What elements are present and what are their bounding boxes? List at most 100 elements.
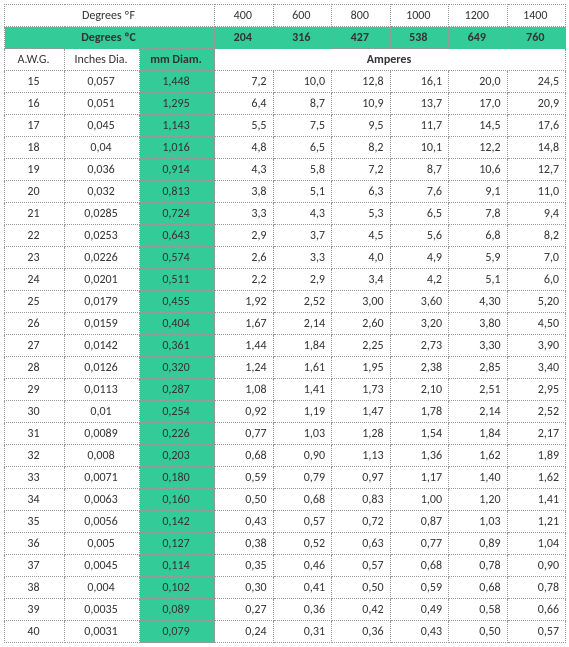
ampere-value: 8,2 — [332, 137, 391, 159]
ampere-value: 0,79 — [273, 467, 332, 489]
table-row: 250,01790,4551,922,523,003,604,305,20 — [5, 291, 566, 313]
ampere-value: 0,31 — [273, 621, 332, 643]
ampere-value: 9,1 — [449, 181, 508, 203]
table-row: 350,00560,1420,430,570,720,871,031,21 — [5, 511, 566, 533]
ampere-value: 0,50 — [215, 489, 274, 511]
mm-value: 0,724 — [140, 203, 215, 225]
inches-value: 0,0126 — [65, 357, 140, 379]
ampere-value: 1,03 — [449, 511, 508, 533]
inches-value: 0,008 — [65, 445, 140, 467]
ampere-value: 0,49 — [390, 599, 449, 621]
ampere-value: 1,62 — [507, 467, 566, 489]
temp-f-4: 1200 — [449, 5, 508, 27]
ampere-value: 4,8 — [215, 137, 274, 159]
ampere-value: 0,68 — [273, 489, 332, 511]
ampere-value: 3,80 — [449, 313, 508, 335]
inches-value: 0,005 — [65, 533, 140, 555]
ampere-value: 2,85 — [449, 357, 508, 379]
ampere-value: 1,73 — [332, 379, 391, 401]
ampere-value: 1,21 — [507, 511, 566, 533]
ampere-value: 3,90 — [507, 335, 566, 357]
ampere-value: 9,4 — [507, 203, 566, 225]
mm-value: 1,016 — [140, 137, 215, 159]
mm-value: 0,226 — [140, 423, 215, 445]
ampere-value: 10,6 — [449, 159, 508, 181]
ampere-value: 12,8 — [332, 71, 391, 93]
ampere-value: 8,7 — [273, 93, 332, 115]
ampere-value: 2,14 — [273, 313, 332, 335]
inches-header: Inches Dia. — [65, 49, 140, 71]
awg-value: 18 — [5, 137, 65, 159]
table-row: 360,0050,1270,380,520,630,770,891,04 — [5, 533, 566, 555]
ampere-value: 4,5 — [332, 225, 391, 247]
ampere-value: 7,2 — [215, 71, 274, 93]
ampere-value: 1,61 — [273, 357, 332, 379]
ampere-value: 4,0 — [332, 247, 391, 269]
awg-value: 36 — [5, 533, 65, 555]
mm-value: 0,203 — [140, 445, 215, 467]
ampere-value: 2,60 — [332, 313, 391, 335]
awg-value: 15 — [5, 71, 65, 93]
table-row: 390,00350,0890,270,360,420,490,580,66 — [5, 599, 566, 621]
mm-value: 0,089 — [140, 599, 215, 621]
ampere-value: 7,5 — [273, 115, 332, 137]
awg-value: 28 — [5, 357, 65, 379]
ampere-value: 4,2 — [390, 269, 449, 291]
awg-value: 34 — [5, 489, 65, 511]
table-row: 210,02850,7243,34,35,36,57,89,4 — [5, 203, 566, 225]
inches-value: 0,0063 — [65, 489, 140, 511]
inches-value: 0,004 — [65, 577, 140, 599]
mm-value: 0,160 — [140, 489, 215, 511]
ampere-value: 0,24 — [215, 621, 274, 643]
mm-value: 0,643 — [140, 225, 215, 247]
table-row: 260,01590,4041,672,142,603,203,804,50 — [5, 313, 566, 335]
awg-value: 37 — [5, 555, 65, 577]
ampere-value: 12,7 — [507, 159, 566, 181]
ampere-value: 3,7 — [273, 225, 332, 247]
mm-value: 0,180 — [140, 467, 215, 489]
ampere-value: 1,28 — [332, 423, 391, 445]
table-row: 300,010,2540,921,191,471,782,142,52 — [5, 401, 566, 423]
ampere-value: 0,59 — [390, 577, 449, 599]
ampere-value: 1,54 — [390, 423, 449, 445]
ampere-value: 6,5 — [390, 203, 449, 225]
awg-value: 39 — [5, 599, 65, 621]
ampere-value: 13,7 — [390, 93, 449, 115]
ampere-value: 2,52 — [507, 401, 566, 423]
ampere-value: 6,8 — [449, 225, 508, 247]
mm-value: 1,448 — [140, 71, 215, 93]
awg-value: 33 — [5, 467, 65, 489]
temp-f-1: 600 — [273, 5, 332, 27]
ampere-value: 1,62 — [449, 445, 508, 467]
awg-value: 21 — [5, 203, 65, 225]
ampere-value: 3,40 — [507, 357, 566, 379]
mm-value: 0,127 — [140, 533, 215, 555]
mm-value: 0,142 — [140, 511, 215, 533]
ampere-value: 0,42 — [332, 599, 391, 621]
ampere-value: 4,50 — [507, 313, 566, 335]
ampere-value: 8,7 — [390, 159, 449, 181]
ampere-value: 3,4 — [332, 269, 391, 291]
ampere-value: 10,0 — [273, 71, 332, 93]
table-row: 340,00630,1600,500,680,831,001,201,41 — [5, 489, 566, 511]
temp-f-2: 800 — [332, 5, 391, 27]
mm-value: 0,914 — [140, 159, 215, 181]
table-row: 400,00310,0790,240,310,360,430,500,57 — [5, 621, 566, 643]
awg-value: 30 — [5, 401, 65, 423]
ampere-value: 14,5 — [449, 115, 508, 137]
ampere-value: 0,50 — [332, 577, 391, 599]
ampere-value: 0,52 — [273, 533, 332, 555]
mm-value: 1,295 — [140, 93, 215, 115]
ampere-value: 1,92 — [215, 291, 274, 313]
ampere-value: 3,30 — [449, 335, 508, 357]
temp-f-3: 1000 — [390, 5, 449, 27]
ampere-value: 4,9 — [390, 247, 449, 269]
ampere-value: 0,78 — [449, 555, 508, 577]
awg-value: 40 — [5, 621, 65, 643]
ampere-value: 7,0 — [507, 247, 566, 269]
ampere-value: 2,9 — [215, 225, 274, 247]
wire-amperage-table: Degrees ºF400600800100012001400Degrees º… — [4, 4, 566, 643]
ampere-value: 0,36 — [273, 599, 332, 621]
ampere-value: 1,84 — [273, 335, 332, 357]
ampere-value: 20,0 — [449, 71, 508, 93]
